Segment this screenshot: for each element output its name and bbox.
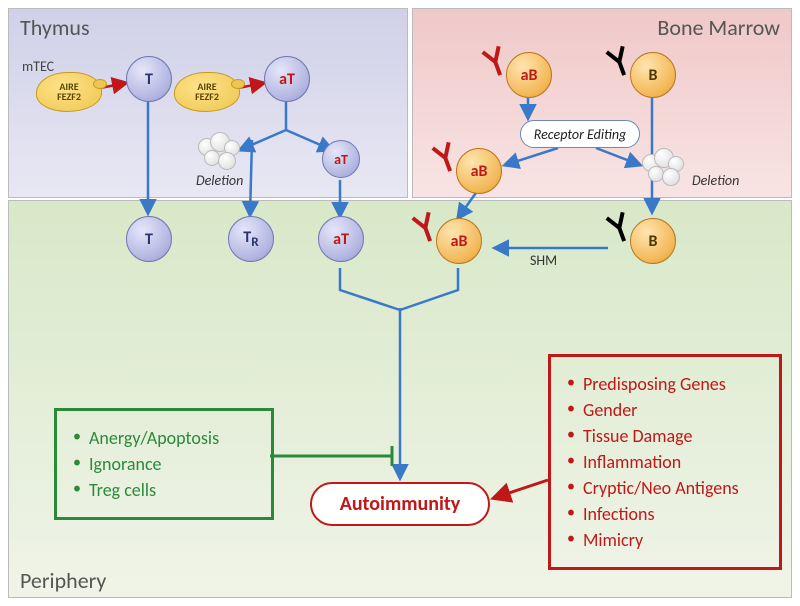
risk-factors-box: Predisposing Genes Gender Tissue Damage … xyxy=(548,354,782,570)
red-item-6: Mimicry xyxy=(567,529,763,551)
risk-factors-list: Predisposing Genes Gender Tissue Damage … xyxy=(567,373,763,551)
treg-cell: TR xyxy=(228,216,274,262)
autoreactive-b-cell-1: aB xyxy=(506,52,552,98)
protective-factors-list: Anergy/Apoptosis Ignorance Treg cells xyxy=(73,427,255,501)
t-cell-thymus: T xyxy=(126,56,172,102)
deletion-cluster-thymus xyxy=(196,132,246,174)
autoimmunity-label: Autoimmunity xyxy=(310,482,490,526)
bonemarrow-label: Bone Marrow xyxy=(657,14,780,41)
autoreactive-t-cell-small: aT xyxy=(322,140,360,178)
mtec-gene-fezf2: FEZF2 xyxy=(57,92,81,102)
protective-factors-box: Anergy/Apoptosis Ignorance Treg cells xyxy=(54,408,274,520)
deletion-label-thymus: Deletion xyxy=(196,172,243,189)
red-item-4: Cryptic/Neo Antigens xyxy=(567,477,763,499)
green-item-2: Treg cells xyxy=(73,479,255,501)
deletion-cluster-bonemarrow xyxy=(640,148,690,190)
periphery-label: Periphery xyxy=(20,567,106,594)
b-cell-periphery: B xyxy=(630,218,676,264)
red-item-2: Tissue Damage xyxy=(567,425,763,447)
thymus-label: Thymus xyxy=(20,14,90,41)
mtec-abbrev: mTEC xyxy=(22,58,54,75)
green-item-1: Ignorance xyxy=(73,453,255,475)
green-item-0: Anergy/Apoptosis xyxy=(73,427,255,449)
mtec-cell-1: AIRE FEZF2 xyxy=(36,72,102,112)
red-item-5: Infections xyxy=(567,503,763,525)
red-item-1: Gender xyxy=(567,399,763,421)
red-item-3: Inflammation xyxy=(567,451,763,473)
receptor-editing-box: Receptor Editing xyxy=(520,120,640,148)
autoreactive-t-cell-periphery: aT xyxy=(318,216,364,262)
red-item-0: Predisposing Genes xyxy=(567,373,763,395)
mtec-cell-2: AIRE FEZF2 xyxy=(174,72,240,112)
b-cell-1: B xyxy=(630,52,676,98)
autoreactive-t-cell-thymus: aT xyxy=(264,56,310,102)
autoreactive-b-cell-periphery: aB xyxy=(436,218,482,264)
autoreactive-b-cell-2: aB xyxy=(456,148,502,194)
t-cell-periphery: T xyxy=(126,216,172,262)
deletion-label-bonemarrow: Deletion xyxy=(692,172,739,189)
shm-label: SHM xyxy=(530,252,557,269)
